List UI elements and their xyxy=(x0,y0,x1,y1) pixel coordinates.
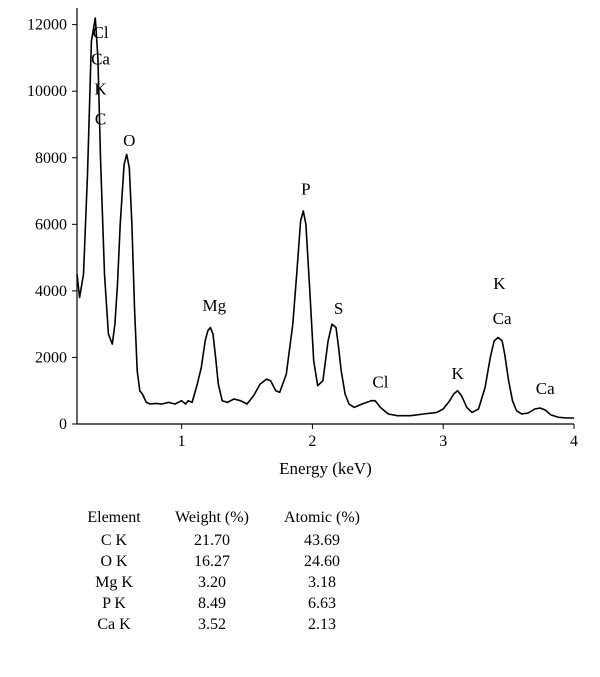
eds-spectrum-chart: 0 2000 4000 6000 8000 10000 12000 1 2 3 4 Energy (k… xyxy=(27,8,578,478)
x-tick-label: 2 xyxy=(308,433,316,450)
cell-atomic: 6.63 xyxy=(308,594,336,612)
header-element: Element xyxy=(87,509,141,526)
peak-label: Ca xyxy=(493,309,512,328)
y-tick-label: 8000 xyxy=(35,150,67,167)
peak-label: K xyxy=(451,364,464,383)
y-tick-label: 6000 xyxy=(35,216,67,233)
composition-table: Element Weight (%) Atomic (%) C K 21.70 … xyxy=(70,506,378,635)
y-tick-label: 2000 xyxy=(35,349,67,366)
y-tick-label: 10000 xyxy=(27,83,67,100)
spectrum-line xyxy=(76,17,574,419)
peak-label: Ca xyxy=(536,379,555,398)
header-atomic: Atomic (%) xyxy=(284,509,360,526)
cell-atomic: 3.18 xyxy=(308,573,336,591)
x-axis-title: Energy (keV) xyxy=(279,459,372,478)
table-row: C K 21.70 43.69 xyxy=(70,530,378,551)
peak-label: Cl xyxy=(93,23,109,42)
x-tick-label: 3 xyxy=(439,433,447,450)
cell-element: Ca K xyxy=(97,615,131,633)
x-tick-label: 4 xyxy=(570,433,578,450)
cell-weight: 16.27 xyxy=(194,552,230,570)
cell-atomic: 24.60 xyxy=(304,552,340,570)
y-tick-label: 12000 xyxy=(27,17,67,34)
table-row: Mg K 3.20 3.18 xyxy=(70,572,378,593)
cell-atomic: 2.13 xyxy=(308,615,336,633)
peak-label: Ca xyxy=(91,50,110,69)
y-tick-label: 0 xyxy=(59,416,67,433)
peak-label: K xyxy=(94,80,107,99)
peak-label: Cl xyxy=(372,372,388,391)
table-row: Ca K 3.52 2.13 xyxy=(70,614,378,635)
x-tick-label: 1 xyxy=(178,433,186,450)
cell-element: Mg K xyxy=(95,573,133,591)
table-header-row: Element Weight (%) Atomic (%) xyxy=(70,506,378,530)
cell-weight: 3.52 xyxy=(198,615,226,633)
cell-weight: 21.70 xyxy=(194,531,230,549)
peak-label: O xyxy=(123,131,135,150)
peak-label: Mg xyxy=(203,296,227,315)
table-row: O K 16.27 24.60 xyxy=(70,551,378,572)
peak-label: K xyxy=(493,274,506,293)
header-weight: Weight (%) xyxy=(175,509,249,526)
peak-label: S xyxy=(334,299,343,318)
cell-element: P K xyxy=(102,594,126,612)
cell-atomic: 43.69 xyxy=(304,531,340,549)
y-tick-label: 4000 xyxy=(35,283,67,300)
cell-element: C K xyxy=(100,531,128,549)
table-row: P K 8.49 6.63 xyxy=(70,593,378,614)
cell-weight: 8.49 xyxy=(198,594,226,612)
peak-label: P xyxy=(301,179,310,198)
cell-weight: 3.20 xyxy=(198,573,226,591)
cell-element: O K xyxy=(100,552,128,570)
peak-label: C xyxy=(95,109,106,128)
